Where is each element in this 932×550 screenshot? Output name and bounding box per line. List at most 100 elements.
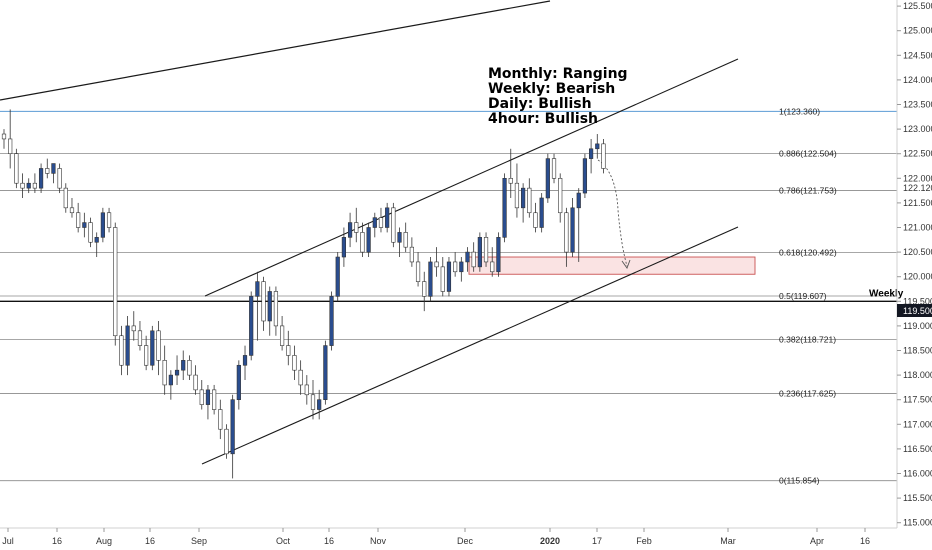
candle-body[interactable] <box>391 207 396 243</box>
candle-body[interactable] <box>409 246 414 263</box>
candle-body[interactable] <box>273 291 279 327</box>
candle-body[interactable] <box>372 217 377 228</box>
candle-body[interactable] <box>490 261 495 273</box>
candle-body[interactable] <box>335 256 340 297</box>
candle-body[interactable] <box>502 178 507 238</box>
candle-body[interactable] <box>212 389 217 410</box>
candle-body[interactable] <box>440 266 445 292</box>
candle-body[interactable] <box>156 330 161 361</box>
candle-body[interactable] <box>347 222 353 238</box>
candle-body[interactable] <box>378 217 384 228</box>
candle-body[interactable] <box>144 345 149 366</box>
candle-body[interactable] <box>187 360 192 376</box>
candle-body[interactable] <box>51 163 56 174</box>
candle-body[interactable] <box>323 345 328 400</box>
candle-body[interactable] <box>551 158 557 179</box>
candle-body[interactable] <box>292 355 297 371</box>
candle-body[interactable] <box>539 197 544 228</box>
candle-body[interactable] <box>88 222 93 243</box>
candle-body[interactable] <box>63 187 68 209</box>
candle-body[interactable] <box>403 232 408 248</box>
price-axis-ticks[interactable]: 115.000 115.500 116.000 116.500 117.000 117.5… <box>897 0 932 528</box>
candle-body[interactable] <box>465 251 470 263</box>
candle-body[interactable] <box>261 281 266 322</box>
candle-body[interactable] <box>174 369 180 376</box>
candle-body[interactable] <box>242 355 248 366</box>
candle-body[interactable] <box>236 364 241 401</box>
candle-body[interactable] <box>249 296 254 356</box>
candle-body[interactable] <box>199 389 204 405</box>
candle-body[interactable] <box>181 360 186 371</box>
candle-body[interactable] <box>1 133 7 140</box>
candle-body[interactable] <box>360 232 365 253</box>
candle-body[interactable] <box>267 291 272 322</box>
candle-body[interactable] <box>329 296 334 346</box>
candle-body[interactable] <box>205 389 211 405</box>
candle-body[interactable] <box>26 182 31 189</box>
candle-body[interactable] <box>310 394 316 410</box>
candle-body[interactable] <box>570 207 575 253</box>
candle-body[interactable] <box>514 182 520 209</box>
candle-body[interactable] <box>125 325 130 366</box>
candle-body[interactable] <box>57 168 62 189</box>
candle-body[interactable] <box>415 261 421 282</box>
candle-body[interactable] <box>521 187 526 209</box>
candle-body[interactable] <box>69 207 75 214</box>
candle-body[interactable] <box>168 374 173 386</box>
candle-body[interactable] <box>94 237 99 243</box>
candle-body[interactable] <box>601 143 606 169</box>
candle-body[interactable] <box>218 409 223 430</box>
candle-body[interactable] <box>304 384 309 396</box>
candle-body[interactable] <box>354 222 359 233</box>
candle-body[interactable] <box>113 227 118 337</box>
candle-body[interactable] <box>150 330 155 366</box>
candle-body[interactable] <box>32 182 37 189</box>
candle-body[interactable] <box>76 212 81 228</box>
demand-zone-rect[interactable] <box>468 256 756 275</box>
candle-body[interactable] <box>564 212 569 253</box>
candle-body[interactable] <box>366 227 371 253</box>
candle-body[interactable] <box>459 261 464 273</box>
candle-body[interactable] <box>224 428 229 455</box>
candle-body[interactable] <box>100 212 105 238</box>
candle-body[interactable] <box>453 261 458 273</box>
channel-upper-line[interactable] <box>204 58 739 297</box>
candle-body[interactable] <box>137 330 143 346</box>
candle-body[interactable] <box>483 237 489 263</box>
candle-body[interactable] <box>279 325 285 346</box>
candle-body[interactable] <box>38 168 44 189</box>
candle-body[interactable] <box>230 399 235 455</box>
candle-body[interactable] <box>446 261 452 292</box>
candle-body[interactable] <box>397 232 402 243</box>
candle-body[interactable] <box>595 143 600 150</box>
candle-body[interactable] <box>82 222 87 228</box>
candle-body[interactable] <box>119 335 124 366</box>
candle-body[interactable] <box>582 158 588 194</box>
upper-long-trendline[interactable] <box>0 0 551 101</box>
candle-body[interactable] <box>341 237 347 258</box>
candle-body[interactable] <box>508 178 513 184</box>
candle-body[interactable] <box>428 261 433 297</box>
candle-body[interactable] <box>422 281 427 297</box>
candle-body[interactable] <box>45 168 50 174</box>
candle-body[interactable] <box>298 369 303 386</box>
candle-body[interactable] <box>162 360 167 386</box>
candle-body[interactable] <box>527 187 532 214</box>
channel-lower-line[interactable] <box>201 226 739 465</box>
candle-body[interactable] <box>255 281 260 297</box>
candle-body[interactable] <box>385 207 390 228</box>
candle-body[interactable] <box>545 158 550 199</box>
time-axis-ticks[interactable]: Jul 16 Aug 16 Sep Oct 16 Nov Dec 2020 17 Feb Mar Apr 1… <box>2 528 870 546</box>
candle-body[interactable] <box>20 182 25 189</box>
candle-body[interactable] <box>588 148 594 159</box>
candle-body[interactable] <box>558 178 563 214</box>
candle-body[interactable] <box>14 153 19 184</box>
candle-body[interactable] <box>317 399 322 410</box>
candle-body[interactable] <box>131 325 136 332</box>
candle-body[interactable] <box>477 237 482 268</box>
candle-body[interactable] <box>106 212 112 228</box>
candle-body[interactable] <box>533 212 538 228</box>
candle-body[interactable] <box>193 374 198 391</box>
candle-body[interactable] <box>8 138 13 155</box>
